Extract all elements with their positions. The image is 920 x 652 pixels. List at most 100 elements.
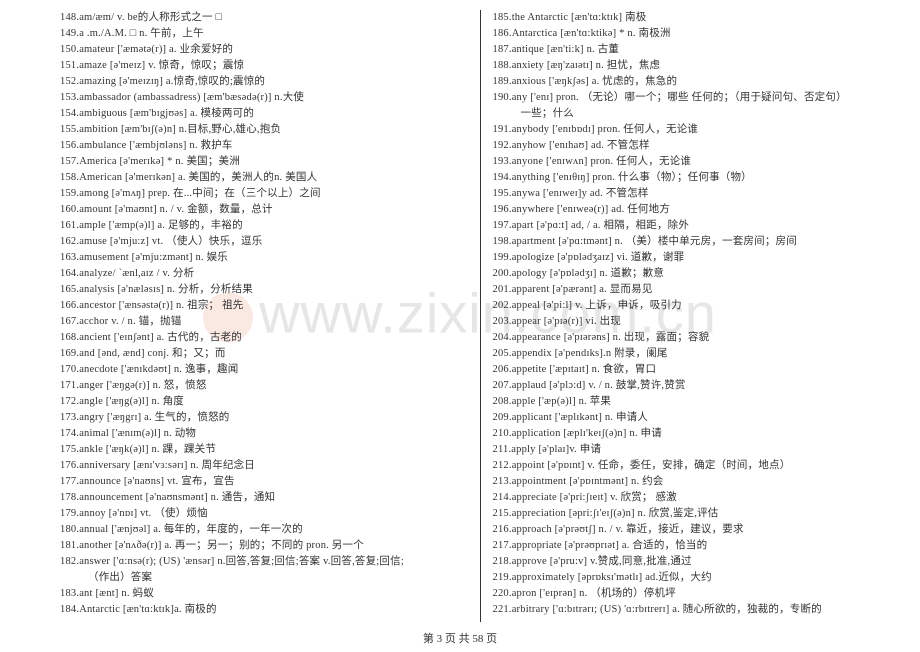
vocab-entry: 168.ancient ['eɪnʃənt] a. 古代的，古老的 bbox=[60, 330, 468, 346]
entry-text: the Antarctic [æn'tɑ:ktɪk] 南极 bbox=[512, 12, 647, 23]
vocab-entry: 177.announce [ə'naʊns] vt. 宣布，宣告 bbox=[60, 474, 468, 490]
vocab-entry: 202.appeal [ə'pi:l] v. 上诉，申诉，吸引力 bbox=[493, 298, 901, 314]
vocab-entry: 189.anxious ['æŋkʃəs] a. 忧虑的，焦急的 bbox=[493, 74, 901, 90]
entry-number: 158. bbox=[60, 172, 79, 183]
entry-text: anecdote ['ænɪkdəʊt] n. 逸事，趣闻 bbox=[79, 364, 238, 375]
vocab-entry: 213.appointment [ə'pɒɪntmənt] n. 约会 bbox=[493, 474, 901, 490]
right-column: 185.the Antarctic [æn'tɑ:ktɪk] 南极186.Ant… bbox=[481, 10, 901, 622]
entry-number: 188. bbox=[493, 60, 512, 71]
vocab-entry: 170.anecdote ['ænɪkdəʊt] n. 逸事，趣闻 bbox=[60, 362, 468, 378]
vocab-entry: 197.apart [ə'pɑ:t] ad, / a. 相隔，相距，除外 bbox=[493, 218, 901, 234]
entry-text: apparent [ə'pærənt] a. 显而易见 bbox=[512, 284, 653, 295]
entry-text: and [ənd, ænd] conj. 和；又；而 bbox=[79, 348, 225, 359]
entry-text: acchor v. / n. 锚，抛锚 bbox=[79, 316, 181, 327]
vocab-entry: 184.Antarctic [æn'tɑ:ktɪk]a. 南极的 bbox=[60, 602, 468, 618]
vocab-entry: 151.amaze [ə'meɪz] v. 惊奇，惊叹；震惊 bbox=[60, 58, 468, 74]
entry-text: appreciate [ə'pri:ʃɪeɪt] v. 欣赏； 感激 bbox=[512, 492, 677, 503]
entry-number: 210. bbox=[493, 428, 512, 439]
entry-number: 216. bbox=[493, 524, 512, 535]
entry-number: 172. bbox=[60, 396, 79, 407]
entry-text: applaud [ə'plɔ:d] v. / n. 鼓掌,赞许,赞赏 bbox=[512, 380, 686, 391]
entry-number: 167. bbox=[60, 316, 79, 327]
vocab-entry: 219.approximately [əprɒksɪ'mətlɪ] ad.近似，… bbox=[493, 570, 901, 586]
entry-text: anxious ['æŋkʃəs] a. 忧虑的，焦急的 bbox=[512, 76, 678, 87]
entry-text: appoint [ə'pɒɪnt] v. 任命，委任，安排，确定（时间，地点） bbox=[512, 460, 791, 471]
vocab-entry: 167.acchor v. / n. 锚，抛锚 bbox=[60, 314, 468, 330]
vocab-entry: 166.ancestor ['ænsəstə(r)] n. 祖宗； 祖先 bbox=[60, 298, 468, 314]
entry-text: apartment [ə'pɑ:tmənt] n. （美）楼中单元房，一套房间；… bbox=[512, 236, 797, 247]
vocab-entry: 181.another [ə'nʌðə(r)] a. 再一；另一；别的；不同的 … bbox=[60, 538, 468, 554]
entry-text: appear [ə'pɪə(r)] vi. 出现 bbox=[512, 316, 621, 327]
entry-number: 209. bbox=[493, 412, 512, 423]
entry-text: a .m./A.M. □ n. 午前，上午 bbox=[79, 28, 204, 39]
entry-number: 215. bbox=[493, 508, 512, 519]
vocab-entry: 178.announcement [ə'naʊnsmənt] n. 通告，通知 bbox=[60, 490, 468, 506]
entry-text: ant [ænt] n. 蚂蚁 bbox=[79, 588, 154, 599]
entry-text: America [ə'merɪkə] * n. 美国；美洲 bbox=[79, 156, 240, 167]
entry-text: application [æplɪ'keɪʃ(ə)n] n. 申请 bbox=[512, 428, 662, 439]
entry-number: 185. bbox=[493, 12, 512, 23]
entry-text: amount [ə'maʊnt] n. / v. 金额，数量，总计 bbox=[79, 204, 273, 215]
entry-text: applicant ['æplɪkənt] n. 申请人 bbox=[512, 412, 648, 423]
entry-number: 200. bbox=[493, 268, 512, 279]
entry-text: approximately [əprɒksɪ'mətlɪ] ad.近似，大约 bbox=[512, 572, 712, 583]
entry-text: ample ['æmp(ə)l] a. 足够的，丰裕的 bbox=[79, 220, 243, 231]
entry-number: 199. bbox=[493, 252, 512, 263]
entry-text: appetite ['æpɪtaɪt] n. 食欲，胃口 bbox=[512, 364, 657, 375]
entry-number: 193. bbox=[493, 156, 512, 167]
entry-number: 196. bbox=[493, 204, 512, 215]
entry-number: 194. bbox=[493, 172, 512, 183]
vocab-entry: 216.approach [ə'prəʊtʃ] n. / v. 靠近，接近，建议… bbox=[493, 522, 901, 538]
entry-text: Antarctica [æn'tɑ:ktikə] * n. 南极洲 bbox=[512, 28, 671, 39]
entry-number: 195. bbox=[493, 188, 512, 199]
entry-text: amuse [ə'mju:z] vt. （使人）快乐，逗乐 bbox=[79, 236, 262, 247]
entry-number: 198. bbox=[493, 236, 512, 247]
entry-text: ambulance ['æmbjʊləns] n. 救护车 bbox=[79, 140, 232, 151]
vocab-entry: 218.approve [ə'pru:v] v.赞成,同意,批准,通过 bbox=[493, 554, 901, 570]
vocab-entry: 164.analyze/ `ænl,aɪz / v. 分析 bbox=[60, 266, 468, 282]
entry-number: 201. bbox=[493, 284, 512, 295]
entry-text: any ['enɪ] pron. （无论）哪一个；哪些 任何的；（用于疑问句、否… bbox=[512, 92, 847, 103]
vocab-entry: 161.ample ['æmp(ə)l] a. 足够的，丰裕的 bbox=[60, 218, 468, 234]
entry-text: appendix [ə'pendɪks].n 附录，阑尾 bbox=[512, 348, 668, 359]
entry-number: 178. bbox=[60, 492, 79, 503]
vocab-entry: 195.anywa ['enɪweɪ]y ad. 不管怎样 bbox=[493, 186, 901, 202]
entry-number: 214. bbox=[493, 492, 512, 503]
entry-number: 153. bbox=[60, 92, 79, 103]
vocab-entry: 149.a .m./A.M. □ n. 午前，上午 bbox=[60, 26, 468, 42]
entry-number: 181. bbox=[60, 540, 79, 551]
entry-number: 179. bbox=[60, 508, 79, 519]
vocab-entry: 165.analysis [ə'næləsɪs] n. 分析，分析结果 bbox=[60, 282, 468, 298]
entry-text: approve [ə'pru:v] v.赞成,同意,批准,通过 bbox=[512, 556, 692, 567]
entry-number: 174. bbox=[60, 428, 79, 439]
entry-text: 一些；什么 bbox=[521, 108, 575, 119]
entry-number: 217. bbox=[493, 540, 512, 551]
entry-text: antique [æn'ti:k] n. 古董 bbox=[512, 44, 619, 55]
vocab-entry: 159.among [ə'mʌŋ] prep. 在...中间；在（三个以上）之间 bbox=[60, 186, 468, 202]
vocab-entry: 一些；什么 bbox=[493, 106, 901, 122]
entry-number: 205. bbox=[493, 348, 512, 359]
entry-text: another [ə'nʌðə(r)] a. 再一；另一；别的；不同的 pron… bbox=[79, 540, 364, 551]
vocab-entry: 192.anyhow ['enɪhaʊ] ad. 不管怎样 bbox=[493, 138, 901, 154]
vocab-entry: 201.apparent [ə'pærənt] a. 显而易见 bbox=[493, 282, 901, 298]
entry-number: 221. bbox=[493, 604, 512, 615]
entry-text: analysis [ə'næləsɪs] n. 分析，分析结果 bbox=[79, 284, 253, 295]
entry-text: appearance [ə'pɪərəns] n. 出现，露面；容貌 bbox=[512, 332, 710, 343]
entry-number: 211. bbox=[493, 444, 512, 455]
entry-text: ankle ['æŋk(ə)l] n. 踝，踝关节 bbox=[79, 444, 216, 455]
entry-text: appropriate [ə'prəʊprɪət] a. 合适的，恰当的 bbox=[512, 540, 708, 551]
vocab-entry: 173.angry ['æŋgrɪ] a. 生气的，愤怒的 bbox=[60, 410, 468, 426]
entry-number: 168. bbox=[60, 332, 79, 343]
entry-number: 162. bbox=[60, 236, 79, 247]
entry-text: annual ['ænjʊəl] a. 每年的，年度的，一年一次的 bbox=[79, 524, 303, 535]
entry-number: 148. bbox=[60, 12, 79, 23]
entry-number: 170. bbox=[60, 364, 79, 375]
entry-text: （作出）答案 bbox=[88, 572, 152, 583]
entry-number: 160. bbox=[60, 204, 79, 215]
vocab-entry: 180.annual ['ænjʊəl] a. 每年的，年度的，一年一次的 bbox=[60, 522, 468, 538]
vocab-entry: 157.America [ə'merɪkə] * n. 美国；美洲 bbox=[60, 154, 468, 170]
entry-number: 204. bbox=[493, 332, 512, 343]
entry-number: 166. bbox=[60, 300, 79, 311]
entry-number: 165. bbox=[60, 284, 79, 295]
vocab-entry: 148.am/æm/ v. be的人称形式之一 □ bbox=[60, 10, 468, 26]
